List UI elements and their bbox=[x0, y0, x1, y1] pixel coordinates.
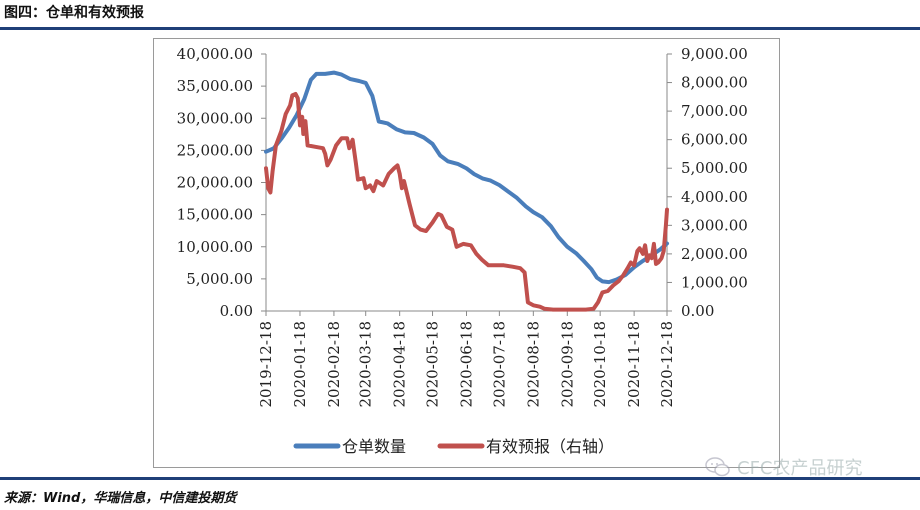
wechat-icon bbox=[705, 457, 730, 477]
x-axis: 2019-12-18 2020-01-18 2020-02-18 2020-03-18… bbox=[257, 311, 676, 407]
watermark: CFC农产品研究 bbox=[705, 452, 863, 482]
right-tick-label: 8,000.00 bbox=[681, 74, 748, 92]
left-tick-label: 35,000.00 bbox=[177, 77, 253, 95]
left-tick-label: 15,000.00 bbox=[177, 206, 253, 224]
left-tick-label: 5,000.00 bbox=[186, 270, 253, 288]
x-tick-label: 2020-02-18 bbox=[325, 321, 343, 407]
source-note: 来源：Wind，华瑞信息，中信建投期货 bbox=[4, 491, 237, 506]
right-tick-label: 2,000.00 bbox=[681, 245, 748, 263]
x-tick-label: 2020-08-18 bbox=[524, 321, 542, 407]
right-tick-label: 9,000.00 bbox=[681, 45, 748, 63]
right-tick-label: 5,000.00 bbox=[681, 159, 748, 177]
right-tick-label: 3,000.00 bbox=[681, 216, 748, 234]
legend-entry-warehouse-receipts-label: 仓单数量 bbox=[342, 437, 406, 456]
right-tick-label: 1,000.00 bbox=[681, 273, 748, 291]
x-tick-label: 2020-06-18 bbox=[458, 321, 476, 407]
x-tick-label: 2020-07-18 bbox=[490, 321, 508, 407]
watermark-text: CFC农产品研究 bbox=[737, 458, 863, 479]
left-tick-label: 25,000.00 bbox=[177, 141, 253, 159]
series-group bbox=[264, 70, 669, 312]
left-tick-label: 0.00 bbox=[220, 302, 253, 320]
x-tick-label: 2020-10-18 bbox=[591, 321, 609, 407]
left-tick-label: 40,000.00 bbox=[177, 45, 253, 63]
x-tick-label: 2020-12-18 bbox=[658, 321, 676, 407]
x-tick-label: 2020-04-18 bbox=[391, 321, 409, 407]
right-tick-label: 4,000.00 bbox=[681, 188, 748, 206]
x-tick-label: 2020-03-18 bbox=[357, 321, 375, 407]
x-tick-label: 2019-12-18 bbox=[257, 321, 275, 407]
right-tick-label: 7,000.00 bbox=[681, 102, 748, 120]
left-tick-label: 10,000.00 bbox=[177, 238, 253, 256]
x-tick-label: 2020-01-18 bbox=[291, 321, 309, 407]
left-axis: 0.00 5,000.00 10,000.00 15,000.00 20,000.00 2… bbox=[177, 45, 266, 320]
axis-lines bbox=[265, 54, 668, 312]
top-rule bbox=[0, 27, 920, 30]
right-axis: 0.00 1,000.00 2,000.00 3,000.00 4,000.00 5,00… bbox=[667, 45, 748, 320]
x-tick-label: 2020-09-18 bbox=[558, 321, 576, 407]
left-tick-label: 20,000.00 bbox=[177, 174, 253, 192]
legend-entry-valid-forecast-label: 有效预报（右轴） bbox=[486, 437, 614, 456]
x-tick-label: 2020-05-18 bbox=[424, 321, 442, 407]
series-line-valid-forecast bbox=[264, 92, 669, 312]
left-tick-label: 30,000.00 bbox=[177, 109, 253, 127]
series-line-warehouse-receipts bbox=[264, 70, 669, 285]
bottom-rule bbox=[0, 477, 920, 480]
right-tick-label: 0.00 bbox=[681, 302, 714, 320]
legend: 仓单数量 有效预报（右轴） bbox=[293, 437, 614, 456]
figure-title: 图四：仓单和有效预报 bbox=[4, 5, 144, 21]
x-tick-label: 2020-11-18 bbox=[625, 321, 643, 407]
right-tick-label: 6,000.00 bbox=[681, 131, 748, 149]
chart-frame bbox=[153, 38, 780, 468]
